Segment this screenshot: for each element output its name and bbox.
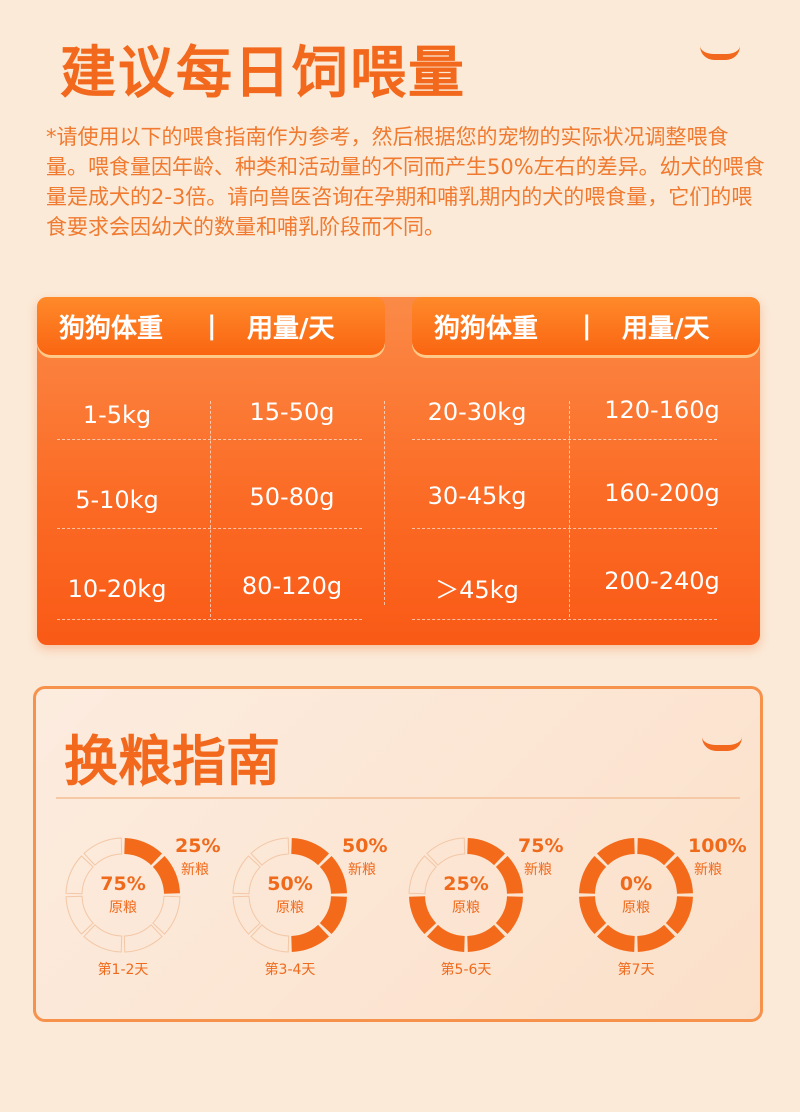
new-food-percent: 50% [342,835,388,857]
old-food-label: 原粮 [109,900,137,916]
new-food-label: 新粮 [348,862,376,878]
new-food-label: 新粮 [524,862,552,878]
donut-segment [665,855,693,894]
donut-stage-1: 75% 原粮 25% 新粮第1-2天 [63,835,253,985]
divider [57,439,362,440]
table-cell: 10-20kg [67,575,167,603]
old-food-percent: 75% [100,873,146,895]
intro-text: *请使用以下的喂食指南作为参考，然后根据您的宠物的实际状况调整喂食量。喂食量因年… [46,125,765,239]
donut-segment [426,924,465,952]
donut-segment [123,924,163,953]
header-amount: 用量/天 [247,313,335,344]
table-cell: 30-45kg [427,482,527,510]
donut-stage-2: 50% 原粮 50% 新粮第3-4天 [230,835,420,985]
donut-segment [579,896,607,935]
table-cell: 200-240g [604,567,720,595]
new-food-percent: 100% [688,835,747,857]
feeding-table: 狗狗体重 | 用量/天 狗狗体重 | 用量/天 1-5kg 15-50g 5-1… [37,297,760,645]
donut-segment [495,855,523,894]
table-cell: ＞45kg [435,576,519,604]
table-cell: 160-200g [604,479,720,507]
new-food-percent: 75% [518,835,564,857]
donut-segment [665,896,693,935]
donut-segment [232,895,261,935]
donut-segment [250,837,290,866]
donut-segment [467,838,506,866]
donut-segment [152,895,181,935]
donut-segment [291,838,330,866]
page-title: 建议每日饲喂量 [60,41,466,106]
donut-stage-4: 0% 原粮 100% 新粮第7天 [576,835,766,985]
divider [412,439,717,440]
food-transition-guide: 换粮指南 75% 原粮 25% 新粮第1-2天 50% 原粮 50% 新粮第3-4天 25% 原粮… [33,686,763,1022]
old-food-percent: 25% [443,873,489,895]
divider [56,797,740,799]
donut-segment [426,837,466,866]
donut-segment [637,838,676,866]
donut-segment [596,924,635,952]
donut-segment [319,896,347,935]
donut-stage-3: 25% 原粮 75% 新粮第5-6天 [406,835,596,985]
donut-segment [83,924,123,953]
donut-segment [408,855,437,895]
donut-segment [65,895,94,935]
donut-segment [467,924,506,952]
header-sep: | [207,311,217,341]
smile-decoration-icon [700,46,740,60]
stage-day-label: 第3-4天 [264,962,316,978]
guide-title: 换粮指南 [64,730,280,793]
divider [384,401,385,605]
donut-segment [495,896,523,935]
donut-segment [291,924,330,952]
donut-segment [637,924,676,952]
donut-segment [83,837,123,866]
donut-segment [250,924,290,953]
donut-segment [596,838,635,866]
donut-segment [124,838,163,866]
old-food-label: 原粮 [622,900,650,916]
divider [412,528,717,529]
donut-segment [319,855,347,894]
old-food-label: 原粮 [276,900,304,916]
old-food-percent: 0% [619,873,653,895]
table-cell: 120-160g [604,396,720,424]
header-weight: 狗狗体重 [434,313,539,344]
new-food-label: 新粮 [181,862,209,878]
table-cell: 20-30kg [427,398,527,426]
stage-day-label: 第5-6天 [440,962,492,978]
divider [412,619,717,620]
header-amount: 用量/天 [622,313,710,344]
old-food-percent: 50% [267,873,313,895]
table-cell: 80-120g [241,572,343,600]
table-header-right: 狗狗体重 | 用量/天 [412,297,760,355]
table-cell: 5-10kg [75,486,159,514]
donut-segment [232,855,261,895]
smile-decoration-icon [702,737,742,751]
table-cell: 1-5kg [82,401,152,429]
stage-day-label: 第7天 [617,962,655,978]
divider [57,528,362,529]
new-food-percent: 25% [175,835,221,857]
new-food-label: 新粮 [694,862,722,878]
old-food-label: 原粮 [452,900,480,916]
divider [57,619,362,620]
header-weight: 狗狗体重 [59,313,164,344]
table-cell: 50-80g [249,483,335,511]
stage-day-label: 第1-2天 [97,962,149,978]
donut-segment [152,855,180,894]
table-header-left: 狗狗体重 | 用量/天 [37,297,385,355]
donut-segment [409,896,437,935]
donut-segment [579,855,607,894]
table-cell: 15-50g [249,398,335,426]
header-sep: | [582,311,592,341]
divider [210,401,211,617]
donut-segment [65,855,94,895]
divider [569,401,570,617]
